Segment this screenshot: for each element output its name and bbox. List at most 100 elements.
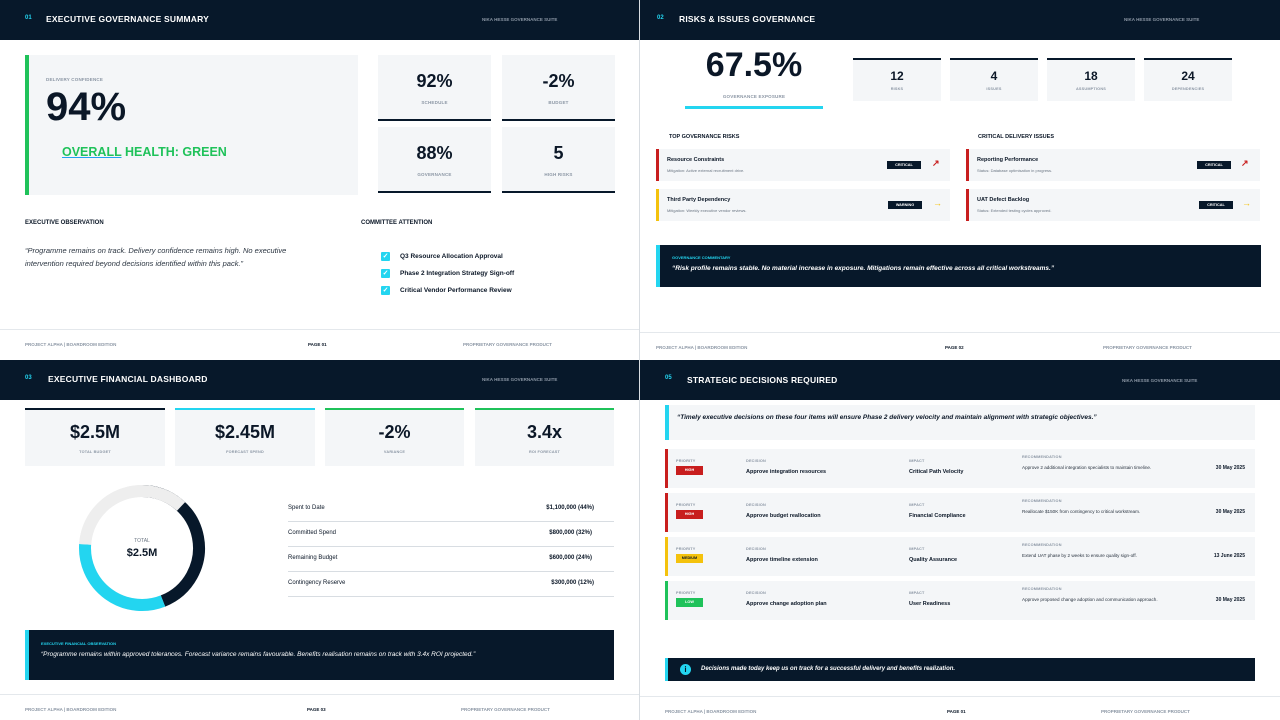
commentary-text: “Risk profile remains stable. No materia…: [672, 265, 1055, 272]
kpi-value: $2.5M: [69, 422, 121, 442]
kpi-value: 3.4x: [526, 422, 563, 442]
slide-title: RISKS & ISSUES GOVERNANCE: [679, 14, 816, 24]
risk-detail: Mitigation: Weekly executive vendor revi…: [667, 208, 747, 213]
recommendation-text: Extend UAT phase by 2 weeks to ensure qu…: [1022, 553, 1137, 558]
fin-kpi-forecast-spend: $2.45M FORECAST SPEND: [175, 408, 315, 466]
impact-text: Financial Compliance: [909, 513, 966, 519]
kpi-card-budget: -2% BUDGET: [502, 55, 615, 121]
kpi-label: FORECAST SPEND: [226, 450, 264, 454]
budget-donut-chart: TOTAL $2.5M: [79, 485, 205, 611]
donut-center-value: $2.5M: [127, 547, 158, 559]
trend-up-icon: ↗: [1241, 158, 1249, 168]
decision-label: DECISION: [746, 591, 766, 595]
slide-header: 03 EXECUTIVE FINANCIAL DASHBOARD NIKA HE…: [0, 360, 639, 400]
status-badge: CRITICAL: [1199, 201, 1233, 209]
donut-slice-committed-spend: [79, 544, 166, 611]
slide-header: 02 RISKS & ISSUES GOVERNANCE NIKA HESSE …: [640, 0, 1280, 40]
attention-item: Critical Vendor Performance Review: [400, 287, 512, 294]
attention-item: Q3 Resource Allocation Approval: [400, 253, 503, 260]
footer-right: PROPRIETARY GOVERNANCE PRODUCT: [1101, 709, 1190, 714]
table-row: Remaining Budget $600,000 (24%): [288, 547, 614, 572]
decision-label: DECISION: [746, 503, 766, 507]
due-date: 13 June 2025: [1213, 553, 1245, 559]
status-badge: CRITICAL: [1197, 161, 1231, 169]
recommendation-label: RECOMMENDATION: [1022, 499, 1062, 503]
exposure-label: GOVERNANCE EXPOSURE: [722, 94, 786, 99]
count-value: 4: [990, 69, 998, 83]
slide-title: EXECUTIVE FINANCIAL DASHBOARD: [48, 374, 208, 384]
table-row: Spent to Date $1,100,000 (44%): [288, 497, 614, 522]
decision-row[interactable]: PRIORITY HIGH DECISION Approve budget reall…: [665, 493, 1255, 532]
risk-card[interactable]: Third Party Dependency Mitigation: Weekl…: [656, 189, 950, 221]
row-label: Contingency Reserve: [288, 580, 346, 586]
recommendation-label: RECOMMENDATION: [1022, 455, 1062, 459]
delivery-confidence-card: DELIVERY CONFIDENCE 94% OVERALL HEALTH: …: [25, 55, 358, 195]
kpi-label: SCHEDULE: [421, 100, 448, 105]
kpi-label: HIGH RISKS: [544, 172, 573, 177]
priority-label: PRIORITY: [676, 459, 696, 463]
decision-label: DECISION: [746, 459, 766, 463]
recommendation-label: RECOMMENDATION: [1022, 587, 1062, 591]
checkbox-icon[interactable]: ✓: [381, 286, 390, 295]
kpi-value: $2.45M: [214, 422, 276, 442]
trend-right-icon: →: [1242, 198, 1251, 208]
slide-footer: PROJECT ALPHA | BOARDROOM EDITION PAGE 0…: [0, 694, 639, 712]
footer-right: PROPRIETARY GOVERNANCE PRODUCT: [463, 342, 552, 347]
priority-label: PRIORITY: [676, 591, 696, 595]
kpi-value: 92%: [416, 71, 453, 91]
slide-number: 02: [657, 15, 664, 21]
checkbox-icon[interactable]: ✓: [381, 269, 390, 278]
slide-number: 01: [25, 15, 32, 21]
issue-detail: Status: Database optimisation in progres…: [977, 168, 1053, 173]
slide-strategic-decisions: 05 STRATEGIC DECISIONS REQUIRED NIKA HES…: [640, 360, 1280, 720]
issue-card[interactable]: Reporting Performance Status: Database o…: [966, 149, 1260, 181]
checkbox-icon[interactable]: ✓: [381, 252, 390, 261]
priority-label: PRIORITY: [676, 503, 696, 507]
slide-header: 05 STRATEGIC DECISIONS REQUIRED NIKA HES…: [640, 360, 1280, 400]
decision-row[interactable]: PRIORITY MEDIUM DECISION Approve timeline e…: [665, 537, 1255, 576]
impact-label: IMPACT: [909, 503, 925, 507]
footer-page: PAGE 01: [308, 342, 327, 347]
priority-badge: HIGH: [676, 466, 703, 475]
footer-left: PROJECT ALPHA | BOARDROOM EDITION: [656, 345, 748, 350]
kpi-value: -2%: [542, 71, 575, 91]
table-row: Committed Spend $800,000 (32%): [288, 522, 614, 547]
row-value: $300,000 (12%): [551, 580, 594, 586]
count-value: 18: [1084, 69, 1098, 83]
governance-commentary: GOVERNANCE COMMENTARY “Risk profile rema…: [656, 245, 1261, 287]
recommendation-text: Approve proposed change adoption and com…: [1022, 597, 1158, 602]
slide-financial-dashboard: 03 EXECUTIVE FINANCIAL DASHBOARD NIKA HE…: [0, 360, 640, 720]
issue-card[interactable]: UAT Defect Backlog Status: Extended test…: [966, 189, 1260, 221]
decision-row[interactable]: PRIORITY HIGH DECISION Approve integration …: [665, 449, 1255, 488]
decisions-banner: i Decisions made today keep us on track …: [665, 658, 1255, 681]
slide-title: EXECUTIVE GOVERNANCE SUMMARY: [46, 14, 210, 24]
info-icon: i: [680, 664, 691, 675]
observation-text: “Programme remains on track. Delivery co…: [25, 246, 287, 268]
confidence-label: DELIVERY CONFIDENCE: [46, 77, 104, 82]
risks-heading: TOP GOVERNANCE RISKS: [669, 134, 740, 140]
count-label: DEPENDENCIES: [1171, 87, 1205, 91]
risk-detail: Mitigation: Active external recruitment …: [667, 168, 745, 173]
footer-page: PAGE 03: [307, 707, 326, 712]
attention-heading: COMMITTEE ATTENTION: [361, 220, 433, 226]
suite-name: NIKA HESSE GOVERNANCE SUITE: [1122, 378, 1198, 383]
row-label: Remaining Budget: [288, 555, 338, 561]
suite-name: NIKA HESSE GOVERNANCE SUITE: [1124, 17, 1200, 22]
recommendation-text: Approve 2 additional integration special…: [1022, 465, 1152, 470]
impact-text: Quality Assurance: [909, 557, 958, 563]
trend-right-icon: →: [933, 198, 942, 208]
financial-observation: EXECUTIVE FINANCIAL OBSERVATION “Program…: [25, 630, 614, 680]
footer-page: PAGE 01: [947, 709, 966, 714]
count-label: ISSUES: [986, 87, 1002, 91]
priority-badge: MEDIUM: [676, 554, 703, 563]
decision-row[interactable]: PRIORITY LOW DECISION Approve change adopti…: [665, 581, 1255, 620]
status-badge: WARNING: [888, 201, 922, 209]
impact-label: IMPACT: [909, 591, 925, 595]
kpi-card-high-risks: 5 HIGH RISKS: [502, 127, 615, 193]
slide-footer: PROJECT ALPHA | BOARDROOM EDITION PAGE 0…: [640, 332, 1280, 350]
footer-right: PROPRIETARY GOVERNANCE PRODUCT: [461, 707, 550, 712]
issue-detail: Status: Extended testing cycles approved…: [977, 208, 1052, 213]
row-label: Committed Spend: [288, 530, 337, 536]
risk-card[interactable]: Resource Constraints Mitigation: Active …: [656, 149, 950, 181]
intro-text: “Timely executive decisions on these fou…: [677, 414, 1097, 421]
